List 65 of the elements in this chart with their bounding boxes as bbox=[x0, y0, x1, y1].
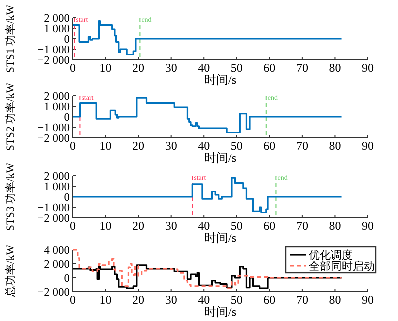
y-tick-label: 0 bbox=[64, 273, 70, 285]
x-tick-label: 80 bbox=[329, 219, 342, 233]
y-tick-label: −1 000 bbox=[38, 44, 70, 56]
y-tick-label: −2 000 bbox=[38, 133, 70, 145]
y-tick-label: −1 000 bbox=[38, 202, 70, 214]
x-tick-label: 60 bbox=[264, 219, 276, 233]
x-tick-label: 40 bbox=[198, 139, 210, 153]
x-tick-label: 10 bbox=[100, 61, 112, 75]
x-tick-label: 30 bbox=[165, 293, 178, 307]
x-tick-label: 60 bbox=[264, 293, 276, 307]
x-tick-label: 20 bbox=[132, 219, 145, 233]
y-axis-title: STS1 功率/kW bbox=[4, 4, 17, 74]
y-tick-label: 2 000 bbox=[44, 91, 70, 103]
y-tick-label: 0 bbox=[64, 112, 70, 124]
x-tick-label: 80 bbox=[329, 61, 342, 75]
x-tick-label: 40 bbox=[198, 293, 210, 307]
x-tick-label: 70 bbox=[296, 293, 308, 307]
y-tick-label: 2 000 bbox=[44, 259, 70, 271]
x-tick-label: 10 bbox=[100, 139, 112, 153]
x-tick-label: 10 bbox=[100, 219, 112, 233]
x-tick-label: 90 bbox=[362, 219, 374, 233]
x-tick-label: 30 bbox=[165, 139, 178, 153]
x-tick-label: 90 bbox=[362, 139, 374, 153]
x-tick-label: 60 bbox=[264, 61, 276, 75]
x-axis-title: 时间/s bbox=[204, 151, 237, 165]
x-tick-label: 70 bbox=[296, 61, 308, 75]
y-axis-title: STS3 功率/kW bbox=[4, 162, 17, 232]
x-axis-title: 时间/s bbox=[204, 231, 237, 245]
x-tick-label: 40 bbox=[198, 61, 210, 75]
x-tick-label: 30 bbox=[165, 219, 178, 233]
x-tick-label: 20 bbox=[132, 293, 145, 307]
y-tick-label: 1 000 bbox=[44, 24, 70, 36]
x-tick-label: 70 bbox=[296, 139, 308, 153]
x-tick-label: 60 bbox=[264, 139, 276, 153]
x-tick-label: 30 bbox=[165, 61, 178, 75]
x-tick-label: 80 bbox=[329, 139, 342, 153]
y-tick-label: 2 000 bbox=[44, 13, 70, 25]
x-tick-label: 10 bbox=[100, 293, 112, 307]
x-tick-label: 40 bbox=[198, 219, 210, 233]
y-tick-label: 1 000 bbox=[44, 102, 70, 114]
y-tick-label: −2 000 bbox=[38, 213, 70, 225]
y-tick-label: −2 000 bbox=[38, 55, 70, 67]
y-tick-label: −1 000 bbox=[38, 122, 70, 134]
legend-label: 全部同时启动 bbox=[309, 260, 375, 273]
x-tick-label: 80 bbox=[329, 293, 342, 307]
y-tick-label: −2 000 bbox=[38, 287, 70, 299]
x-tick-label: 20 bbox=[132, 61, 145, 75]
x-tick-label: 90 bbox=[362, 61, 374, 75]
y-tick-label: 1 000 bbox=[44, 182, 70, 194]
x-tick-label: 50 bbox=[230, 139, 243, 153]
x-tick-label: 20 bbox=[132, 139, 145, 153]
y-tick-label: 2 000 bbox=[44, 171, 70, 183]
legend-label: 优化调度 bbox=[309, 249, 353, 262]
y-tick-label: 4 000 bbox=[44, 245, 70, 257]
x-axis-title: 时间/s bbox=[204, 73, 237, 87]
x-axis-title: 时间/s bbox=[204, 305, 237, 319]
x-tick-label: 50 bbox=[230, 61, 243, 75]
x-tick-label: 50 bbox=[230, 293, 243, 307]
y-axis-title: STS2 功率/kW bbox=[4, 82, 17, 152]
x-tick-label: 70 bbox=[296, 219, 308, 233]
y-tick-label: 0 bbox=[64, 192, 70, 204]
y-axis-title: 总功率/kW bbox=[4, 244, 17, 298]
x-tick-label: 90 bbox=[362, 293, 374, 307]
y-tick-label: 0 bbox=[64, 34, 70, 46]
x-tick-label: 50 bbox=[230, 219, 243, 233]
